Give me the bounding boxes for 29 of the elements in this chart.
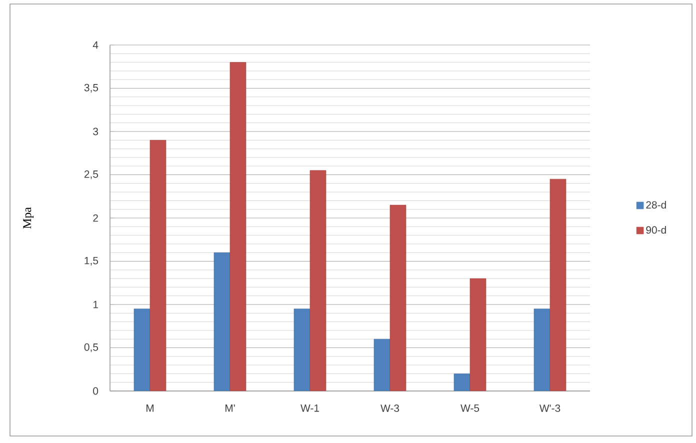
y-tick-label: 1,5 [84, 256, 98, 266]
y-axis-title: Mpa [23, 207, 34, 229]
bar [294, 308, 310, 391]
y-tick-label: 0 [93, 387, 98, 395]
x-tick-label: W-5 [460, 404, 480, 412]
y-tick-label: 3,5 [84, 84, 98, 93]
y-tick-label: 1 [93, 300, 98, 308]
x-tick-label: W-3 [380, 404, 400, 412]
bar [310, 170, 326, 391]
bar [214, 252, 230, 391]
y-tick-label: 2,5 [84, 170, 98, 180]
bar [150, 140, 166, 391]
bar [550, 178, 566, 391]
legend-label: 28-d [646, 200, 666, 209]
bar [390, 204, 406, 391]
x-tick-label: M' [226, 404, 235, 412]
bar [230, 62, 246, 391]
y-tick-label: 0,5 [84, 343, 98, 352]
bar [470, 278, 486, 391]
x-tick-label: W'-3 [539, 404, 560, 412]
x-tick-label: W-1 [300, 404, 319, 412]
y-tick-label: 4 [92, 41, 98, 49]
legend-label: 90-d [646, 226, 666, 234]
y-tick-label: 2 [93, 214, 98, 222]
bar [374, 338, 390, 391]
y-tick-label: 3 [93, 128, 98, 136]
bar [134, 308, 150, 391]
bar [534, 308, 550, 391]
x-tick-label: M [146, 404, 154, 412]
